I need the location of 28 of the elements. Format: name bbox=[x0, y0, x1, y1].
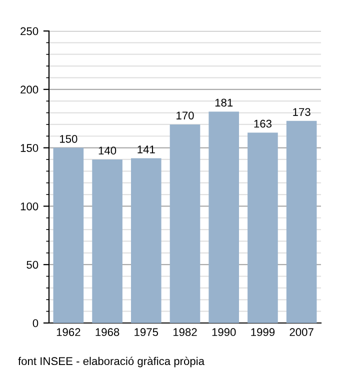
data-label: 163 bbox=[254, 120, 272, 128]
bar bbox=[92, 159, 122, 323]
bar bbox=[286, 120, 317, 323]
data-label: 181 bbox=[215, 98, 233, 107]
bar bbox=[208, 112, 240, 323]
y-tick-label: 250 bbox=[20, 27, 38, 36]
x-tick-label: 1962 bbox=[56, 328, 80, 336]
y-tick-label: 0 bbox=[32, 319, 38, 328]
data-label: 173 bbox=[293, 108, 310, 116]
y-tick-label: 150 bbox=[20, 144, 38, 152]
bar bbox=[53, 148, 84, 323]
data-label: 150 bbox=[60, 134, 78, 143]
data-label: 140 bbox=[98, 146, 116, 155]
bar bbox=[130, 158, 162, 323]
x-tick-label: 1999 bbox=[251, 328, 275, 336]
text: font INSEE - elaboració gràfica pròpia bbox=[18, 356, 205, 368]
x-tick-label: 2007 bbox=[290, 328, 314, 336]
data-label: 170 bbox=[176, 112, 194, 120]
data-label: 141 bbox=[138, 146, 155, 154]
x-tick-label: 1968 bbox=[96, 328, 120, 336]
y-tick-label: 50 bbox=[26, 260, 38, 269]
y-tick-label: 200 bbox=[20, 86, 38, 94]
bar bbox=[170, 124, 200, 323]
y-tick-label: 100 bbox=[20, 202, 38, 210]
x-tick-label: 1975 bbox=[134, 328, 158, 336]
bar bbox=[248, 132, 278, 323]
x-tick-label: 1982 bbox=[173, 328, 197, 336]
x-tick-label: 1990 bbox=[212, 328, 236, 336]
